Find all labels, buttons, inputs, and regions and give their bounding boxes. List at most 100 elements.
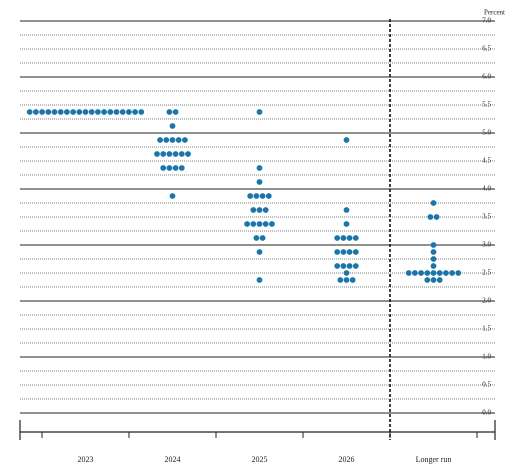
dot	[334, 235, 341, 241]
dot	[163, 137, 170, 143]
dot	[250, 221, 257, 227]
dot	[430, 249, 437, 255]
x-tick-label: 2025	[252, 455, 268, 464]
dot	[449, 270, 455, 276]
dot	[70, 109, 76, 115]
dot	[430, 263, 437, 269]
dot	[169, 193, 176, 199]
dot	[262, 221, 269, 227]
dot	[250, 207, 257, 213]
dot	[253, 235, 260, 241]
dot	[256, 179, 263, 185]
dot	[88, 109, 95, 115]
dot	[119, 109, 126, 115]
dot	[424, 270, 431, 276]
dot	[424, 277, 431, 283]
dot	[160, 165, 167, 171]
dot	[51, 109, 58, 115]
dot	[433, 214, 440, 220]
dot	[334, 249, 341, 255]
dot	[262, 207, 269, 213]
dot	[95, 109, 101, 115]
dot	[107, 109, 114, 115]
x-tick-label: 2024	[165, 455, 181, 464]
dot	[39, 109, 45, 115]
dot	[343, 277, 350, 283]
dot	[256, 249, 263, 255]
dot	[269, 221, 275, 227]
dot	[346, 235, 353, 241]
dot	[352, 249, 359, 255]
dot	[430, 256, 437, 262]
dot	[82, 109, 89, 115]
dot	[113, 109, 120, 115]
dot	[169, 123, 176, 129]
dot	[166, 151, 173, 157]
dot	[430, 200, 437, 206]
y-axis-label: Percent	[484, 9, 505, 17]
dot	[253, 193, 260, 199]
dot	[343, 207, 350, 213]
dot	[430, 277, 437, 283]
y-tick-label: 3.0	[482, 241, 491, 249]
dot	[256, 221, 263, 227]
y-tick-label: 1.0	[482, 353, 491, 361]
dot	[256, 207, 263, 213]
dot	[343, 221, 350, 227]
y-tick-label: 4.5	[482, 157, 491, 165]
dot	[412, 270, 418, 276]
dot	[427, 214, 434, 220]
dot	[256, 165, 263, 171]
dot	[182, 137, 188, 143]
dot	[185, 151, 191, 157]
y-tick-label: 2.5	[482, 269, 491, 277]
dot	[178, 165, 185, 171]
dot	[172, 151, 179, 157]
x-tick-label: Longer run	[416, 455, 452, 464]
dot	[265, 193, 272, 199]
dot	[172, 165, 179, 171]
dot	[172, 109, 179, 115]
y-tick-label: 7.0	[482, 17, 491, 25]
y-tick-label: 0.0	[482, 409, 491, 417]
dot	[334, 263, 341, 269]
x-tick-label: 2023	[78, 455, 94, 464]
dot	[132, 109, 139, 115]
y-tick-label: 4.0	[482, 185, 491, 193]
dot	[352, 235, 359, 241]
dot	[443, 270, 449, 276]
dot	[337, 277, 344, 283]
dot	[455, 270, 462, 276]
dot	[430, 270, 437, 276]
dot	[166, 109, 173, 115]
dot	[166, 165, 173, 171]
dot	[259, 193, 266, 199]
dot	[340, 235, 347, 241]
y-tick-label: 3.5	[482, 213, 491, 221]
dot	[45, 109, 52, 115]
dot	[343, 137, 350, 143]
dot	[346, 249, 353, 255]
dot	[436, 270, 443, 276]
dot	[349, 277, 356, 283]
dot	[57, 109, 64, 115]
y-tick-label: 6.5	[482, 45, 491, 53]
dot	[138, 109, 145, 115]
y-tick-label: 1.5	[482, 325, 491, 333]
dot	[346, 263, 353, 269]
dot	[405, 270, 412, 276]
dot	[340, 263, 347, 269]
dot	[169, 137, 176, 143]
y-tick-label: 5.0	[482, 129, 491, 137]
dot	[256, 109, 263, 115]
dot	[26, 109, 33, 115]
y-tick-label: 2.0	[482, 297, 491, 305]
y-tick-label: 5.5	[482, 101, 491, 109]
dot	[175, 137, 182, 143]
dot	[436, 277, 443, 283]
dot	[157, 137, 164, 143]
dot	[343, 270, 350, 276]
dot	[76, 109, 83, 115]
